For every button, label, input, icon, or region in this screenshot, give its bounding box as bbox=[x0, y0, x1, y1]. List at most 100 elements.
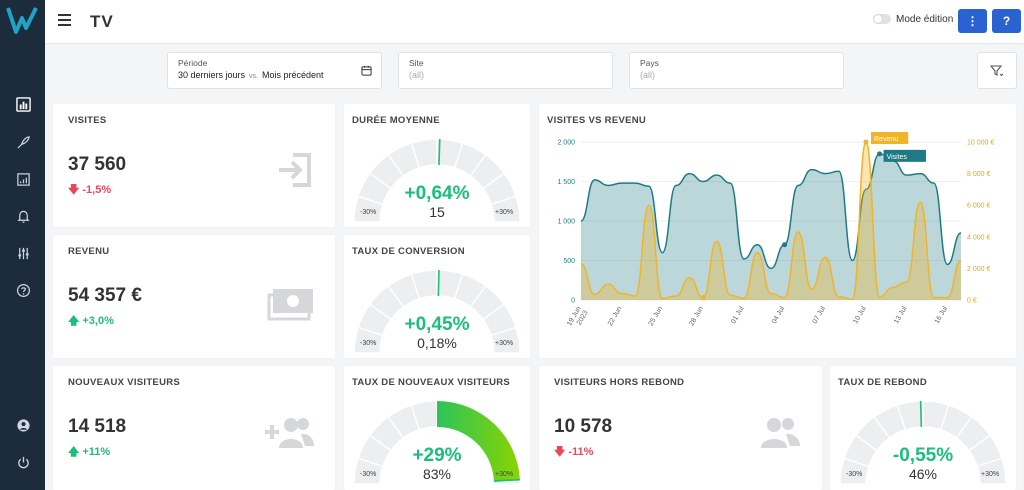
new-visitors-change: +11% bbox=[82, 446, 111, 458]
country-filter[interactable]: Pays (all) bbox=[629, 52, 844, 89]
dashboard-icon[interactable] bbox=[12, 93, 34, 115]
revenue-change: +3,0% bbox=[82, 315, 114, 327]
x-tick: 13 Jul bbox=[893, 305, 909, 325]
y-right-tick: 10 000 € bbox=[967, 140, 994, 147]
new-visitor-rate-title: Taux de nouveaux visiteurs bbox=[352, 377, 511, 388]
app-logo[interactable] bbox=[5, 4, 39, 38]
revenue-marker[interactable] bbox=[700, 295, 706, 301]
x-tick-label: 10 Jul bbox=[852, 305, 868, 325]
visits-tooltip-label: Visites bbox=[887, 154, 908, 161]
funnel-icon bbox=[990, 64, 1004, 76]
sliders-icon[interactable] bbox=[12, 242, 34, 264]
x-tick-label: 22 Jun bbox=[607, 305, 624, 327]
gauge-needle bbox=[437, 270, 440, 297]
gauge-needle bbox=[493, 478, 520, 482]
help-circle-icon[interactable] bbox=[12, 279, 34, 301]
non-bounce-card: Visiteurs hors rebond 10 578 🡇 -11% bbox=[539, 366, 822, 490]
users-icon bbox=[761, 418, 800, 448]
sign-in-icon bbox=[279, 153, 311, 187]
edit-mode-label: Mode édition bbox=[896, 14, 954, 25]
y-right-tick: 0 € bbox=[967, 298, 977, 305]
menu-icon[interactable] bbox=[58, 14, 71, 26]
visits-revenue-chart[interactable]: 0 500 1 000 1 500 2 000 0 € 2 000 € 4 000 € 6 00… bbox=[539, 104, 1016, 358]
x-tick-label: 01 Jul bbox=[730, 305, 746, 325]
y-left-tick: 2 000 bbox=[557, 140, 575, 147]
revenue-hover-point[interactable] bbox=[863, 139, 869, 145]
rocket-icon[interactable] bbox=[12, 131, 34, 153]
avg-duration-min: -30% bbox=[360, 209, 377, 216]
y-right-tick: 6 000 € bbox=[967, 203, 990, 210]
revenue-tooltip-label: Revenu bbox=[874, 136, 898, 143]
conversion-gauge bbox=[353, 269, 521, 353]
bounce-rate-title: Taux de rebond bbox=[838, 377, 927, 388]
visits-marker[interactable] bbox=[782, 242, 788, 248]
conversion-max: +30% bbox=[495, 340, 514, 347]
x-tick-label: 04 Jul bbox=[771, 305, 787, 325]
conversion-title: Taux de conversion bbox=[352, 246, 465, 257]
filter-options-button[interactable] bbox=[977, 52, 1017, 89]
visits-title: Visites bbox=[68, 115, 107, 126]
bell-icon[interactable] bbox=[12, 205, 34, 227]
conversion-min: -30% bbox=[360, 340, 377, 347]
site-value: (all) bbox=[409, 70, 424, 80]
more-menu-button[interactable]: ⋮ bbox=[958, 9, 987, 33]
revenue-line bbox=[580, 141, 962, 300]
new-visitors-value: 14 518 bbox=[68, 416, 127, 437]
report-icon[interactable] bbox=[12, 168, 34, 190]
conversion-value: 0,18% bbox=[417, 335, 457, 351]
gauge-segment bbox=[976, 457, 1007, 484]
gauge-needle bbox=[438, 139, 441, 166]
help-button[interactable]: ? bbox=[992, 9, 1021, 33]
x-tick: 25 Jun bbox=[648, 305, 665, 327]
x-tick: 22 Jun bbox=[607, 305, 624, 327]
x-tick: 07 Jul bbox=[812, 305, 828, 325]
gauge-segment bbox=[490, 195, 521, 222]
period-filter[interactable]: Période 30 derniers jours vs. Mois précéde… bbox=[167, 52, 382, 89]
period-vs: vs. bbox=[249, 73, 258, 80]
x-tick-label: 25 Jun bbox=[648, 305, 665, 327]
revenue-card: Revenu 54 357 € 🡅 +3,0% bbox=[53, 235, 335, 358]
arrow-up-icon: 🡅 bbox=[68, 446, 83, 458]
y-left-tick: 1 000 bbox=[557, 219, 575, 226]
gauge-segment bbox=[490, 326, 521, 353]
y-left-tick: 1 500 bbox=[557, 179, 575, 186]
avg-duration-card: Durée moyenne +0,64% 15 -30% +30% bbox=[344, 104, 530, 227]
visits-change: -1,5% bbox=[82, 184, 112, 196]
site-filter[interactable]: Site (all) bbox=[398, 52, 613, 89]
avg-duration-title: Durée moyenne bbox=[352, 115, 440, 126]
avg-duration-pct: +0,64% bbox=[404, 183, 470, 204]
visits-value: 37 560 bbox=[68, 154, 127, 175]
y-right-tick: 4 000 € bbox=[967, 234, 990, 241]
visits-tooltip bbox=[883, 149, 926, 162]
visits-hover-point[interactable] bbox=[877, 151, 883, 157]
arrow-down-icon: 🡇 bbox=[68, 184, 83, 196]
period-value: 30 derniers jours bbox=[178, 70, 246, 80]
new-visitor-rate-card: Taux de nouveaux visiteurs +29% 83% -30%… bbox=[344, 366, 530, 490]
country-label: Pays bbox=[640, 58, 659, 68]
non-bounce-title: Visiteurs hors rebond bbox=[554, 377, 685, 388]
y-right-tick: 2 000 € bbox=[967, 266, 990, 273]
visits-revenue-chart-card: Visites vs Revenu 0 500 1 000 1 500 2 000 0 €… bbox=[539, 104, 1016, 358]
power-icon[interactable] bbox=[12, 451, 34, 473]
revenue-title: Revenu bbox=[68, 246, 110, 257]
x-tick: 16 Jul bbox=[934, 305, 950, 325]
revenue-tooltip bbox=[871, 132, 909, 144]
x-tick: 04 Jul bbox=[771, 305, 787, 325]
bounce-rate-card: Taux de rebond -0,55% 46% -30% +30% bbox=[830, 366, 1016, 490]
country-value: (all) bbox=[640, 70, 655, 80]
avg-duration-gauge bbox=[353, 138, 521, 222]
revenue-area bbox=[581, 142, 961, 300]
x-tick-label: 13 Jul bbox=[893, 305, 909, 325]
y-right-tick: 8 000 € bbox=[967, 171, 990, 178]
site-label: Site bbox=[409, 58, 424, 68]
revenue-value: 54 357 € bbox=[68, 285, 142, 306]
calendar-icon[interactable] bbox=[361, 65, 372, 76]
bounce-rate-value: 46% bbox=[908, 466, 938, 482]
x-tick-label: 16 Jul bbox=[934, 305, 950, 325]
non-bounce-change: -11% bbox=[568, 446, 594, 458]
bounce-rate-max: +30% bbox=[981, 471, 1000, 478]
user-icon[interactable] bbox=[12, 414, 34, 436]
edit-mode-toggle[interactable] bbox=[873, 14, 891, 24]
conversion-pct: +0,45% bbox=[404, 314, 470, 335]
